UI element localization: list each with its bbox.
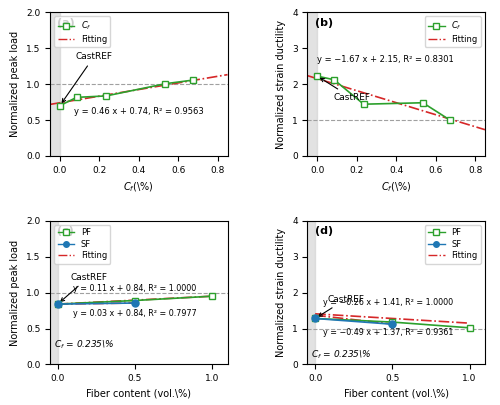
X-axis label: Fiber content (vol.\%): Fiber content (vol.\%) bbox=[344, 389, 448, 399]
Text: CastREF: CastREF bbox=[60, 273, 107, 301]
Y-axis label: Normalized peak load: Normalized peak load bbox=[10, 239, 20, 345]
Y-axis label: Normalized strain ductility: Normalized strain ductility bbox=[276, 19, 286, 149]
Legend: PF, SF, Fitting: PF, SF, Fitting bbox=[424, 225, 481, 264]
Bar bbox=[308, 12, 318, 156]
X-axis label: Fiber content (vol.\%): Fiber content (vol.\%) bbox=[86, 389, 192, 399]
Text: (c): (c) bbox=[57, 226, 74, 237]
Y-axis label: Normalized strain ductility: Normalized strain ductility bbox=[276, 228, 286, 357]
Legend: $C_f$, Fitting: $C_f$, Fitting bbox=[54, 16, 110, 47]
Text: CastREF: CastREF bbox=[320, 78, 370, 102]
Text: y = −0.26 x + 1.41, R² = 1.0000: y = −0.26 x + 1.41, R² = 1.0000 bbox=[323, 298, 453, 307]
Text: CastREF: CastREF bbox=[62, 52, 112, 102]
Text: CastREF: CastREF bbox=[318, 294, 364, 316]
Text: $C_f$ = 0.235\%: $C_f$ = 0.235\% bbox=[54, 338, 114, 351]
Y-axis label: Normalized peak load: Normalized peak load bbox=[10, 31, 20, 137]
Text: $C_f$ = 0.235\%: $C_f$ = 0.235\% bbox=[311, 348, 372, 361]
X-axis label: $C_f$(\%): $C_f$(\%) bbox=[381, 180, 412, 194]
Text: (b): (b) bbox=[314, 18, 332, 28]
Text: y = 0.11 x + 0.84, R² = 1.0000: y = 0.11 x + 0.84, R² = 1.0000 bbox=[73, 284, 196, 293]
Text: y = 0.46 x + 0.74, R² = 0.9563: y = 0.46 x + 0.74, R² = 0.9563 bbox=[74, 107, 204, 116]
Text: y = 0.03 x + 0.84, R² = 0.7977: y = 0.03 x + 0.84, R² = 0.7977 bbox=[73, 309, 197, 318]
Bar bbox=[308, 221, 315, 364]
Text: y = −1.67 x + 2.15, R² = 0.8301: y = −1.67 x + 2.15, R² = 0.8301 bbox=[318, 55, 454, 64]
Text: (d): (d) bbox=[314, 226, 332, 237]
Bar bbox=[50, 12, 60, 156]
Bar bbox=[50, 221, 58, 364]
Legend: PF, SF, Fitting: PF, SF, Fitting bbox=[54, 225, 110, 264]
Text: y = −0.49 x + 1.37, R² = 0.9361: y = −0.49 x + 1.37, R² = 0.9361 bbox=[323, 328, 454, 337]
Legend: $C_f$, Fitting: $C_f$, Fitting bbox=[424, 16, 481, 47]
X-axis label: $C_f$(\%): $C_f$(\%) bbox=[124, 180, 154, 194]
Text: (a): (a) bbox=[57, 18, 75, 28]
